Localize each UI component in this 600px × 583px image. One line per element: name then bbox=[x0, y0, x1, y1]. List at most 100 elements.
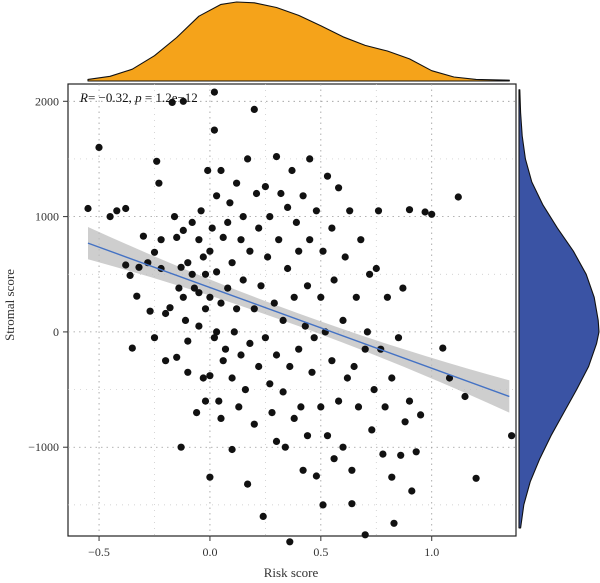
data-point bbox=[354, 403, 363, 411]
data-point bbox=[295, 345, 303, 353]
y-tick-label: 0 bbox=[53, 325, 59, 339]
data-point bbox=[301, 322, 309, 330]
data-point bbox=[199, 253, 207, 261]
data-point bbox=[394, 334, 403, 342]
data-point bbox=[150, 248, 159, 256]
data-point bbox=[113, 207, 121, 215]
data-point bbox=[412, 448, 420, 456]
data-point bbox=[323, 432, 332, 440]
data-point bbox=[350, 362, 358, 371]
data-point bbox=[292, 218, 300, 226]
data-point bbox=[146, 307, 154, 315]
data-point bbox=[95, 143, 103, 151]
data-point bbox=[339, 443, 347, 451]
data-point bbox=[162, 357, 170, 365]
data-point bbox=[461, 392, 469, 401]
data-point bbox=[268, 409, 276, 417]
data-point bbox=[239, 276, 247, 284]
data-point bbox=[330, 276, 338, 284]
right-density-area bbox=[518, 89, 600, 529]
data-point bbox=[213, 328, 221, 336]
data-point bbox=[233, 305, 241, 313]
data-point bbox=[175, 284, 183, 292]
data-point bbox=[241, 386, 249, 394]
data-point bbox=[239, 213, 247, 221]
data-point bbox=[428, 210, 436, 218]
data-point bbox=[128, 344, 136, 352]
data-point bbox=[181, 316, 190, 324]
data-point bbox=[237, 236, 245, 244]
data-point bbox=[306, 236, 314, 244]
data-point bbox=[255, 362, 263, 371]
x-tick-label: 0.0 bbox=[202, 545, 217, 559]
data-point bbox=[252, 189, 261, 198]
stat-p-value: = 1.2e−12 bbox=[142, 90, 198, 105]
data-point bbox=[335, 397, 343, 405]
data-point bbox=[133, 292, 141, 300]
data-point bbox=[170, 213, 179, 221]
data-point bbox=[272, 153, 281, 161]
plot-panel bbox=[67, 83, 517, 537]
data-point bbox=[126, 271, 134, 279]
data-point bbox=[244, 155, 252, 163]
data-point bbox=[299, 192, 307, 200]
data-point bbox=[237, 351, 245, 359]
data-point bbox=[244, 480, 252, 488]
data-point bbox=[368, 426, 376, 434]
data-point bbox=[288, 166, 296, 175]
data-point bbox=[213, 192, 221, 200]
stat-r-symbol: R bbox=[79, 90, 88, 105]
data-point bbox=[184, 368, 192, 376]
data-point bbox=[290, 414, 298, 422]
data-point bbox=[319, 247, 327, 255]
data-point bbox=[508, 432, 516, 440]
data-point bbox=[341, 253, 349, 261]
data-point bbox=[295, 247, 303, 255]
stat-annotation: R= −0.32, p = 1.2e−12 bbox=[79, 90, 198, 105]
data-point bbox=[173, 353, 181, 361]
data-point bbox=[195, 322, 203, 330]
data-point bbox=[157, 236, 165, 244]
data-point bbox=[405, 206, 414, 214]
data-point bbox=[405, 397, 414, 405]
data-point bbox=[208, 224, 216, 232]
x-tick-label: 1.0 bbox=[424, 545, 439, 559]
data-point bbox=[228, 374, 236, 382]
data-point bbox=[279, 316, 287, 324]
data-point bbox=[188, 218, 196, 226]
data-point bbox=[233, 179, 241, 187]
data-point bbox=[370, 386, 378, 394]
data-point bbox=[213, 268, 221, 276]
data-point bbox=[266, 213, 274, 221]
data-point bbox=[226, 199, 234, 207]
data-point bbox=[166, 304, 174, 312]
data-point bbox=[286, 538, 294, 546]
data-point bbox=[162, 309, 170, 318]
regression-line bbox=[87, 242, 510, 398]
y-tick-label: 1000 bbox=[35, 210, 59, 224]
data-point bbox=[219, 357, 227, 365]
data-point bbox=[310, 334, 318, 342]
data-point bbox=[266, 380, 274, 388]
data-point bbox=[299, 466, 307, 474]
data-point bbox=[217, 299, 225, 307]
data-point bbox=[348, 466, 356, 474]
data-point bbox=[122, 204, 130, 213]
data-point bbox=[279, 388, 287, 396]
x-tick-label: 0.5 bbox=[313, 545, 328, 559]
data-point bbox=[188, 270, 196, 278]
data-point bbox=[206, 293, 214, 301]
data-point bbox=[206, 473, 214, 481]
data-point bbox=[210, 88, 218, 96]
data-point bbox=[179, 293, 187, 301]
data-point bbox=[352, 293, 360, 301]
right-density-marginal bbox=[518, 89, 600, 529]
data-point bbox=[281, 443, 289, 451]
data-point bbox=[210, 334, 218, 342]
data-point bbox=[199, 374, 207, 382]
data-point bbox=[361, 531, 369, 539]
data-points bbox=[84, 88, 516, 546]
data-point bbox=[421, 208, 429, 216]
data-point bbox=[328, 224, 336, 232]
data-point bbox=[343, 374, 351, 382]
